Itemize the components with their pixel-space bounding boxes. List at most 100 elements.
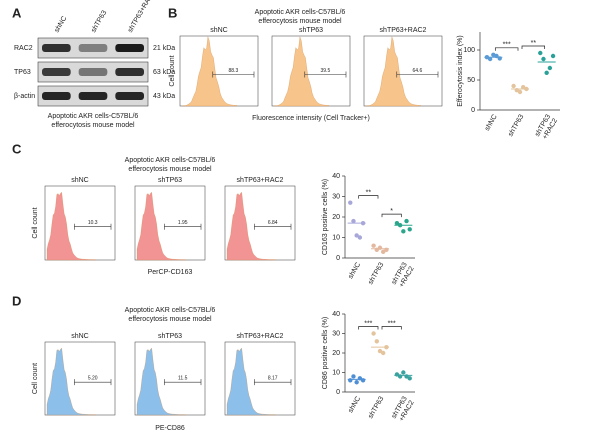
x-tick-line: shNC	[347, 395, 362, 414]
band-name: RAC2	[14, 45, 33, 52]
blot-band	[115, 92, 144, 100]
blot-band	[115, 44, 144, 52]
gate-value: 6.84	[268, 220, 278, 226]
data-point	[357, 235, 363, 240]
y-tick-label: 20	[332, 214, 340, 221]
data-point	[371, 243, 376, 248]
data-point	[544, 70, 549, 76]
sample-name: shNC	[71, 177, 89, 184]
y-tick-label: 40	[332, 173, 340, 180]
x-tick-label: shNC	[347, 261, 362, 280]
lane-label: shTP63	[90, 9, 108, 33]
data-point	[487, 56, 493, 62]
blot-band	[78, 92, 108, 100]
y-axis-label: Efferocytosis index (%)	[457, 35, 464, 106]
x-tick-label: shNC	[347, 395, 362, 414]
histogram	[46, 191, 97, 261]
sample-name: shTP63+RAC2	[237, 333, 284, 340]
significance-label: ***	[388, 320, 396, 327]
blot-caption: efferocytosis mouse model	[51, 122, 135, 129]
panel-title: Apoptotic AKR cells-C57BL/6	[125, 307, 216, 314]
x-tick-line: shTP63	[507, 113, 525, 137]
y-tick-label: 0	[336, 255, 340, 262]
x-axis-label: PE-CD86	[155, 425, 185, 432]
gate-value: 88.3	[229, 68, 239, 74]
significance-label: **	[531, 40, 537, 47]
y-axis-label: CD163 positive cells (%)	[322, 179, 329, 255]
band-name: β-actin	[14, 93, 35, 100]
y-tick-label: 20	[332, 350, 340, 357]
data-point	[351, 374, 356, 379]
histogram	[273, 36, 329, 107]
gate-value: 64.6	[413, 68, 423, 74]
data-point	[394, 220, 400, 226]
panel-label: C	[12, 141, 22, 156]
histogram	[226, 191, 277, 261]
histogram	[136, 347, 187, 416]
histogram	[136, 191, 187, 261]
y-tick-label: 40	[332, 311, 340, 318]
x-tick-label: shTP63	[367, 261, 385, 285]
significance-bracket	[381, 326, 402, 330]
band-name: TP63	[14, 69, 31, 76]
panel-label: D	[12, 293, 21, 308]
data-point	[360, 378, 366, 383]
gate-value: 11.5	[178, 375, 188, 381]
data-point	[377, 245, 383, 250]
sample-name: shNC	[210, 27, 228, 34]
x-axis-label: Fluorescence intensity (Cell Tracker+)	[252, 115, 370, 122]
significance-label: ***	[364, 320, 372, 327]
significance-label: *	[390, 208, 393, 215]
blot-strip	[37, 37, 149, 59]
y-axis-label: Cell count	[169, 55, 176, 86]
sample-name: shTP63	[299, 27, 323, 34]
sample-name: shTP63+RAC2	[380, 27, 427, 34]
x-tick-label: shTP63	[507, 113, 525, 137]
gate-value: 8.17	[268, 375, 278, 381]
data-point	[547, 65, 553, 71]
y-axis-label: CD86 positive cells (%)	[322, 317, 329, 389]
y-tick-label: 0	[471, 107, 475, 114]
blot-band	[42, 68, 71, 76]
x-tick-line: shNC	[347, 261, 362, 280]
y-tick-label: 10	[332, 369, 340, 376]
sample-name: shNC	[71, 333, 89, 340]
x-axis-label: PerCP-CD163	[148, 269, 193, 276]
band-size: 21 kDa	[153, 45, 175, 52]
band-size: 63 kDa	[153, 69, 175, 76]
band-size: 43 kDa	[153, 93, 175, 100]
data-point	[401, 229, 406, 234]
histogram	[46, 347, 97, 416]
panel-label: B	[168, 5, 177, 20]
x-tick-line: shTP63	[367, 261, 385, 285]
y-axis-label: Cell count	[32, 207, 39, 238]
y-tick-label: 0	[336, 389, 340, 396]
gate-value: 39.5	[321, 68, 331, 74]
histogram	[226, 347, 277, 416]
blot-band	[42, 92, 71, 100]
data-point	[377, 348, 383, 354]
data-point	[550, 53, 556, 59]
data-point	[381, 350, 386, 356]
data-point	[374, 339, 379, 344]
panel-title: Apoptotic AKR cells-C57BL/6	[125, 157, 216, 164]
data-point	[538, 50, 543, 56]
blot-band	[42, 44, 71, 52]
x-tick-line: shNC	[484, 113, 499, 132]
blot-caption: Apoptotic AKR cells-C57BL/6	[48, 113, 139, 120]
significance-label: ***	[503, 42, 511, 49]
panel-title: efferocytosis mouse model	[128, 166, 212, 173]
histogram	[365, 36, 421, 107]
x-tick-line: shTP63	[367, 395, 385, 419]
y-tick-label: 30	[332, 193, 340, 200]
data-point	[397, 374, 403, 379]
significance-bracket	[494, 47, 519, 51]
significance-label: **	[366, 189, 372, 196]
data-point	[348, 378, 353, 383]
gate-value: 10.3	[88, 220, 98, 226]
significance-bracket	[381, 213, 402, 218]
panel-title: Apoptotic AKR cells-C57BL/6	[255, 9, 346, 16]
data-point	[541, 56, 546, 62]
gate-value: 5.20	[88, 375, 98, 381]
